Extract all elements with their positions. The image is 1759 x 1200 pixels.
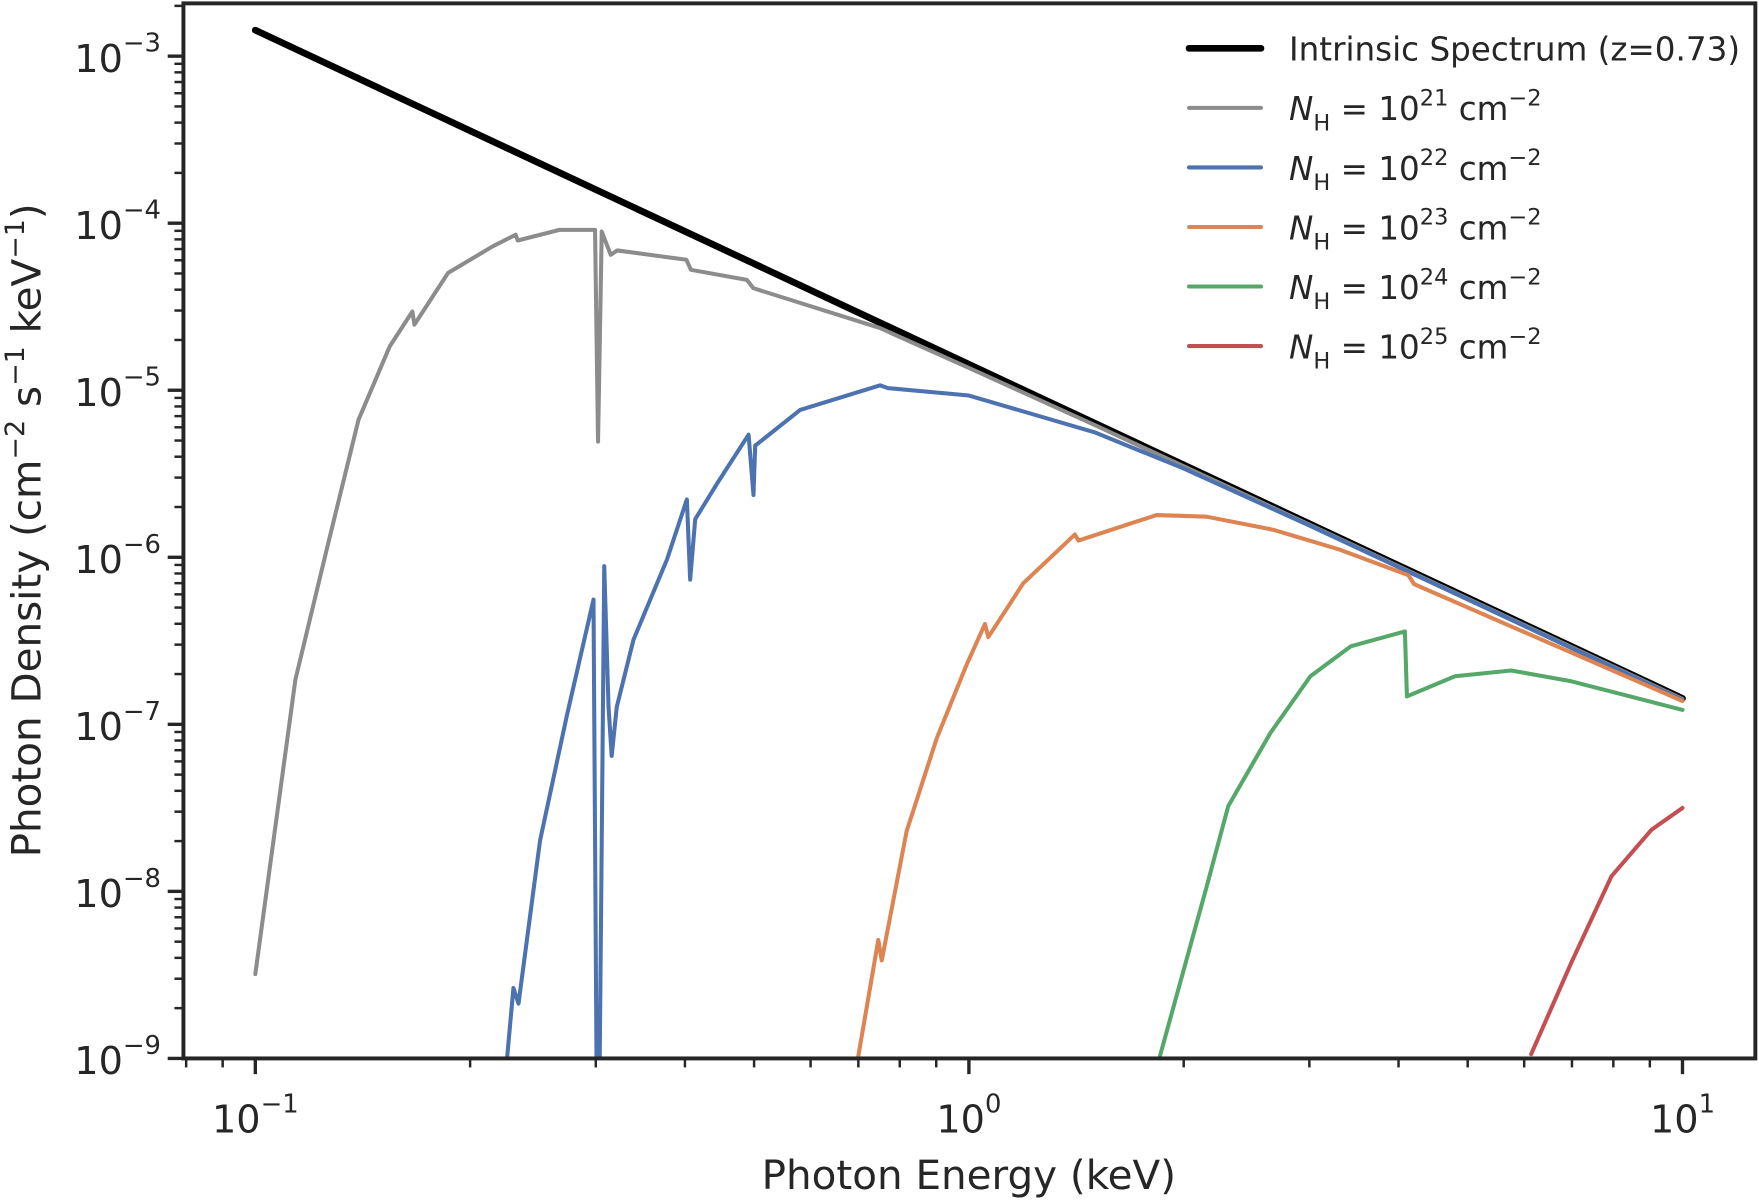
tick-base: 10 (74, 873, 123, 917)
tick-base: 10 (74, 539, 123, 583)
legend-unit-exponent: −2 (1508, 264, 1541, 290)
legend-equals-base: = 10 (1330, 209, 1419, 247)
x-tick-label: 101 (1650, 1089, 1715, 1142)
legend-unit: cm (1448, 209, 1508, 247)
legend-label: Intrinsic Spectrum (z=0.73) (1289, 31, 1740, 69)
legend-item-nh23: NH = 1023 cm−2 (1187, 205, 1542, 256)
legend-unit-exponent: −2 (1508, 324, 1541, 350)
legend-item-nh24: NH = 1024 cm−2 (1187, 264, 1542, 315)
tick-base: 10 (212, 1099, 261, 1143)
tick-exponent: 1 (1699, 1089, 1715, 1119)
tick-base: 10 (1650, 1099, 1699, 1143)
legend-item-nh22: NH = 1022 cm−2 (1187, 145, 1542, 196)
tick-base: 10 (74, 38, 123, 82)
y-axis-label: Photon Density (cm−2 s−1 keV−1) (0, 203, 51, 857)
series-line-nh24 (1157, 629, 1685, 1059)
tick-base: 10 (936, 1099, 985, 1143)
legend-exponent: 24 (1420, 264, 1449, 290)
tick-exponent: −5 (123, 363, 161, 393)
legend-subscript: H (1313, 349, 1330, 375)
tick-exponent: −8 (123, 864, 161, 894)
tick-exponent: −7 (123, 697, 161, 727)
legend-exponent: 23 (1420, 205, 1449, 231)
legend-equals-base: = 10 (1330, 269, 1419, 307)
legend-label: NH = 1022 cm−2 (1289, 145, 1541, 196)
y-tick-label: 10−3 (74, 29, 161, 82)
legend-unit-exponent: −2 (1508, 205, 1541, 231)
y-tick-label: 10−6 (74, 530, 161, 583)
legend-exponent: 21 (1420, 86, 1449, 112)
legend-subscript: H (1313, 229, 1330, 255)
ylabel-text: Photon Density (cm (3, 460, 51, 858)
ylabel-superscript: −1 (0, 219, 31, 259)
series-line-nh21 (253, 227, 1685, 977)
series-line-nh25 (1529, 805, 1685, 1057)
tick-exponent: −1 (261, 1089, 299, 1119)
ylabel-text: ) (3, 203, 51, 219)
legend-subscript: H (1313, 289, 1330, 315)
legend-subscript: H (1313, 170, 1330, 196)
x-axis-label: Photon Energy (keV) (762, 1151, 1176, 1199)
series-line-nh23 (856, 513, 1685, 1059)
y-tick-label: 10−9 (74, 1031, 161, 1084)
ylabel-text: s (3, 386, 51, 420)
y-tick-label: 10−8 (74, 864, 161, 917)
legend-symbol: N (1289, 90, 1313, 128)
legend-item-intrinsic: Intrinsic Spectrum (z=0.73) (1185, 31, 1740, 69)
legend-label: NH = 1023 cm−2 (1289, 205, 1541, 256)
ylabel-text: keV (3, 258, 51, 346)
legend-equals-base: = 10 (1330, 90, 1419, 128)
legend-unit-exponent: −2 (1508, 86, 1541, 112)
legend-unit: cm (1448, 90, 1508, 128)
legend-symbol: N (1289, 150, 1313, 188)
series-line-nh22 (505, 383, 1685, 1059)
legend-unit: cm (1448, 328, 1508, 366)
tick-base: 10 (74, 706, 123, 750)
legend-label: NH = 1024 cm−2 (1289, 264, 1541, 315)
y-tick-label: 10−4 (74, 196, 161, 249)
legend-equals-base: = 10 (1330, 150, 1419, 188)
legend-unit-exponent: −2 (1508, 145, 1541, 171)
ylabel-superscript: −2 (0, 420, 31, 460)
x-tick-label: 10−1 (212, 1089, 299, 1142)
legend-item-nh21: NH = 1021 cm−2 (1187, 86, 1542, 137)
legend-symbol: N (1289, 328, 1313, 366)
legend-exponent: 25 (1420, 324, 1449, 350)
legend-text: Intrinsic Spectrum (z=0.73) (1289, 31, 1740, 69)
legend-symbol: N (1289, 209, 1313, 247)
legend-exponent: 22 (1420, 145, 1449, 171)
series-layer (251, 26, 1686, 1059)
x-tick-label: 100 (936, 1089, 1001, 1142)
legend-equals-base: = 10 (1330, 328, 1419, 366)
legend-subscript: H (1313, 110, 1330, 136)
legend-symbol: N (1289, 269, 1313, 307)
tick-exponent: −3 (123, 29, 161, 59)
tick-base: 10 (74, 1040, 123, 1084)
legend-item-nh25: NH = 1025 cm−2 (1187, 324, 1542, 375)
tick-base: 10 (74, 372, 123, 416)
tick-exponent: 0 (985, 1089, 1001, 1119)
legend-unit: cm (1448, 150, 1508, 188)
legend-unit: cm (1448, 269, 1508, 307)
tick-base: 10 (74, 205, 123, 249)
ylabel-superscript: −1 (0, 346, 31, 386)
legend-label: NH = 1025 cm−2 (1289, 324, 1541, 375)
y-tick-label: 10−7 (74, 697, 161, 750)
y-tick-label: 10−5 (74, 363, 161, 416)
tick-exponent: −6 (123, 530, 161, 560)
legend-label: NH = 1021 cm−2 (1289, 86, 1541, 137)
legend: Intrinsic Spectrum (z=0.73)NH = 1021 cm−… (1185, 31, 1740, 375)
tick-exponent: −9 (123, 1031, 161, 1061)
tick-exponent: −4 (123, 196, 161, 226)
